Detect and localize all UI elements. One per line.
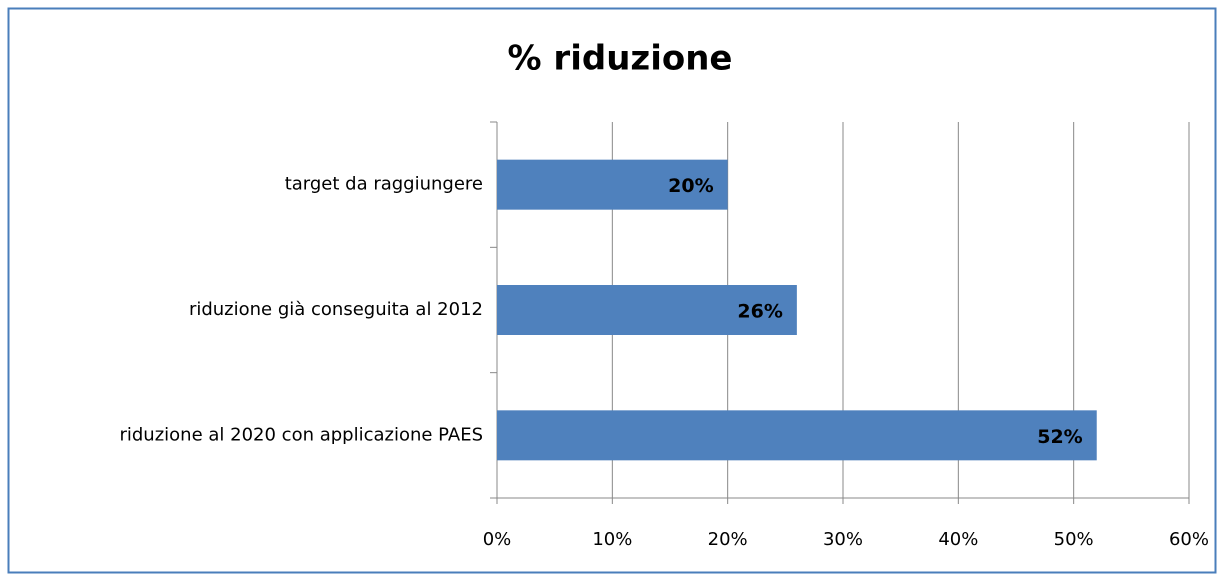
x-tick-label: 50% [1054,529,1094,550]
data-label: 26% [737,301,782,323]
y-tick-label: riduzione al 2020 con applicazione PAES [119,424,483,445]
data-label: 52% [1037,426,1082,448]
x-tick-label: 10% [592,529,632,550]
data-label: 20% [668,175,713,197]
x-tick-label: 30% [823,529,863,550]
x-tick-label: 40% [938,529,978,550]
chart-title: % riduzione [508,39,733,79]
bar [497,159,728,210]
x-tick-label: 0% [483,529,512,550]
y-tick-label: riduzione già conseguita al 2012 [189,299,483,320]
x-tick-label: 20% [708,529,748,550]
x-tick-label: 60% [1169,529,1209,550]
y-tick-label: target da raggiungere [285,174,483,195]
bar [497,410,1097,461]
bar [497,285,797,335]
